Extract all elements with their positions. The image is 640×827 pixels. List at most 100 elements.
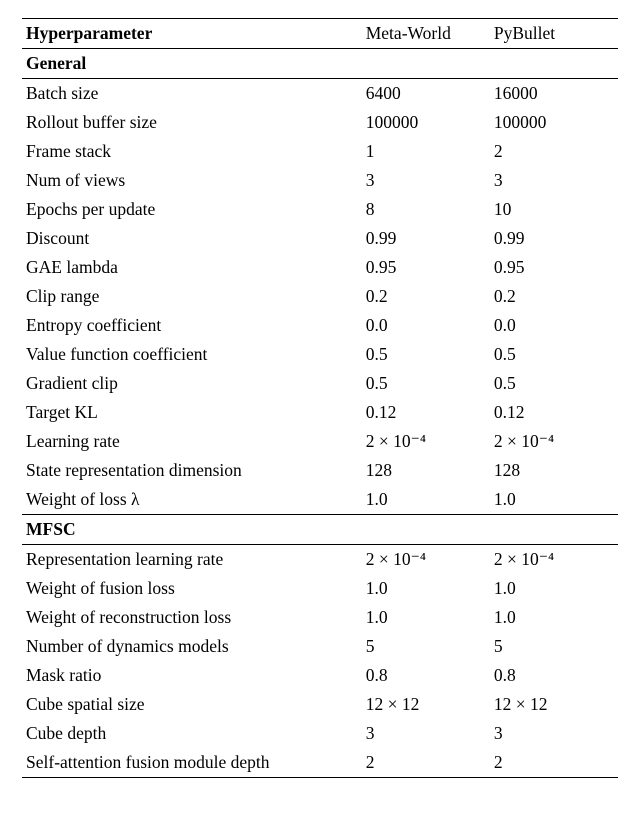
- value-metaworld: 0.5: [362, 369, 490, 398]
- value-pybullet: 0.12: [490, 398, 618, 427]
- param-name: State representation dimension: [22, 456, 362, 485]
- section-title: General: [22, 49, 618, 79]
- value-metaworld: 12 × 12: [362, 690, 490, 719]
- value-pybullet: 2 × 10⁻⁴: [490, 427, 618, 456]
- value-metaworld: 0.2: [362, 282, 490, 311]
- value-metaworld: 1: [362, 137, 490, 166]
- table-row: Clip range0.20.2: [22, 282, 618, 311]
- value-metaworld: 5: [362, 632, 490, 661]
- param-name: Value function coefficient: [22, 340, 362, 369]
- value-pybullet: 2: [490, 137, 618, 166]
- table-row: Self-attention fusion module depth22: [22, 748, 618, 778]
- table-row: Discount0.990.99: [22, 224, 618, 253]
- value-metaworld: 100000: [362, 108, 490, 137]
- param-name: GAE lambda: [22, 253, 362, 282]
- value-pybullet: 5: [490, 632, 618, 661]
- param-name: Clip range: [22, 282, 362, 311]
- value-metaworld: 0.5: [362, 340, 490, 369]
- value-metaworld: 0.8: [362, 661, 490, 690]
- table-row: Mask ratio0.80.8: [22, 661, 618, 690]
- section-header-row: General: [22, 49, 618, 79]
- table-row: Entropy coefficient0.00.0: [22, 311, 618, 340]
- param-name: Weight of loss λ: [22, 485, 362, 515]
- param-name: Representation learning rate: [22, 545, 362, 575]
- value-pybullet: 12 × 12: [490, 690, 618, 719]
- param-name: Rollout buffer size: [22, 108, 362, 137]
- param-name: Discount: [22, 224, 362, 253]
- table-row: Number of dynamics models55: [22, 632, 618, 661]
- col-header-pybullet: PyBullet: [490, 19, 618, 49]
- value-metaworld: 2 × 10⁻⁴: [362, 427, 490, 456]
- table-row: GAE lambda0.950.95: [22, 253, 618, 282]
- param-name: Cube depth: [22, 719, 362, 748]
- table-row: Cube spatial size12 × 1212 × 12: [22, 690, 618, 719]
- table-row: Weight of reconstruction loss1.01.0: [22, 603, 618, 632]
- value-metaworld: 3: [362, 166, 490, 195]
- param-name: Weight of fusion loss: [22, 574, 362, 603]
- table-row: State representation dimension128128: [22, 456, 618, 485]
- table-row: Epochs per update810: [22, 195, 618, 224]
- table-body: GeneralBatch size640016000Rollout buffer…: [22, 49, 618, 778]
- value-pybullet: 0.2: [490, 282, 618, 311]
- table-row: Frame stack12: [22, 137, 618, 166]
- value-metaworld: 0.99: [362, 224, 490, 253]
- param-name: Batch size: [22, 79, 362, 109]
- value-metaworld: 3: [362, 719, 490, 748]
- param-name: Gradient clip: [22, 369, 362, 398]
- value-metaworld: 0.0: [362, 311, 490, 340]
- value-pybullet: 3: [490, 166, 618, 195]
- table-row: Weight of fusion loss1.01.0: [22, 574, 618, 603]
- param-name: Target KL: [22, 398, 362, 427]
- table-row: Target KL0.120.12: [22, 398, 618, 427]
- param-name: Number of dynamics models: [22, 632, 362, 661]
- value-metaworld: 1.0: [362, 485, 490, 515]
- value-pybullet: 10: [490, 195, 618, 224]
- value-pybullet: 1.0: [490, 603, 618, 632]
- value-metaworld: 6400: [362, 79, 490, 109]
- value-metaworld: 0.95: [362, 253, 490, 282]
- value-metaworld: 1.0: [362, 603, 490, 632]
- value-pybullet: 0.0: [490, 311, 618, 340]
- value-pybullet: 0.5: [490, 340, 618, 369]
- param-name: Num of views: [22, 166, 362, 195]
- value-pybullet: 128: [490, 456, 618, 485]
- param-name: Epochs per update: [22, 195, 362, 224]
- value-metaworld: 1.0: [362, 574, 490, 603]
- table-header-row: Hyperparameter Meta-World PyBullet: [22, 19, 618, 49]
- col-header-metaworld: Meta-World: [362, 19, 490, 49]
- hyperparameter-table: Hyperparameter Meta-World PyBullet Gener…: [22, 18, 618, 778]
- value-metaworld: 2 × 10⁻⁴: [362, 545, 490, 575]
- value-pybullet: 3: [490, 719, 618, 748]
- param-name: Self-attention fusion module depth: [22, 748, 362, 778]
- table-row: Rollout buffer size100000100000: [22, 108, 618, 137]
- param-name: Frame stack: [22, 137, 362, 166]
- section-header-row: MFSC: [22, 515, 618, 545]
- table-row: Representation learning rate2 × 10⁻⁴2 × …: [22, 545, 618, 575]
- value-metaworld: 2: [362, 748, 490, 778]
- table-row: Learning rate2 × 10⁻⁴2 × 10⁻⁴: [22, 427, 618, 456]
- value-pybullet: 0.8: [490, 661, 618, 690]
- param-name: Cube spatial size: [22, 690, 362, 719]
- param-name: Learning rate: [22, 427, 362, 456]
- value-pybullet: 2: [490, 748, 618, 778]
- table-row: Num of views33: [22, 166, 618, 195]
- value-pybullet: 1.0: [490, 485, 618, 515]
- value-metaworld: 128: [362, 456, 490, 485]
- value-pybullet: 1.0: [490, 574, 618, 603]
- table-row: Gradient clip0.50.5: [22, 369, 618, 398]
- col-header-hyperparameter: Hyperparameter: [22, 19, 362, 49]
- value-metaworld: 0.12: [362, 398, 490, 427]
- value-pybullet: 2 × 10⁻⁴: [490, 545, 618, 575]
- table-row: Batch size640016000: [22, 79, 618, 109]
- param-name: Weight of reconstruction loss: [22, 603, 362, 632]
- value-pybullet: 100000: [490, 108, 618, 137]
- value-pybullet: 16000: [490, 79, 618, 109]
- param-name: Mask ratio: [22, 661, 362, 690]
- section-title: MFSC: [22, 515, 618, 545]
- value-pybullet: 0.95: [490, 253, 618, 282]
- param-name: Entropy coefficient: [22, 311, 362, 340]
- value-metaworld: 8: [362, 195, 490, 224]
- table-row: Value function coefficient0.50.5: [22, 340, 618, 369]
- table-row: Weight of loss λ1.01.0: [22, 485, 618, 515]
- table-row: Cube depth33: [22, 719, 618, 748]
